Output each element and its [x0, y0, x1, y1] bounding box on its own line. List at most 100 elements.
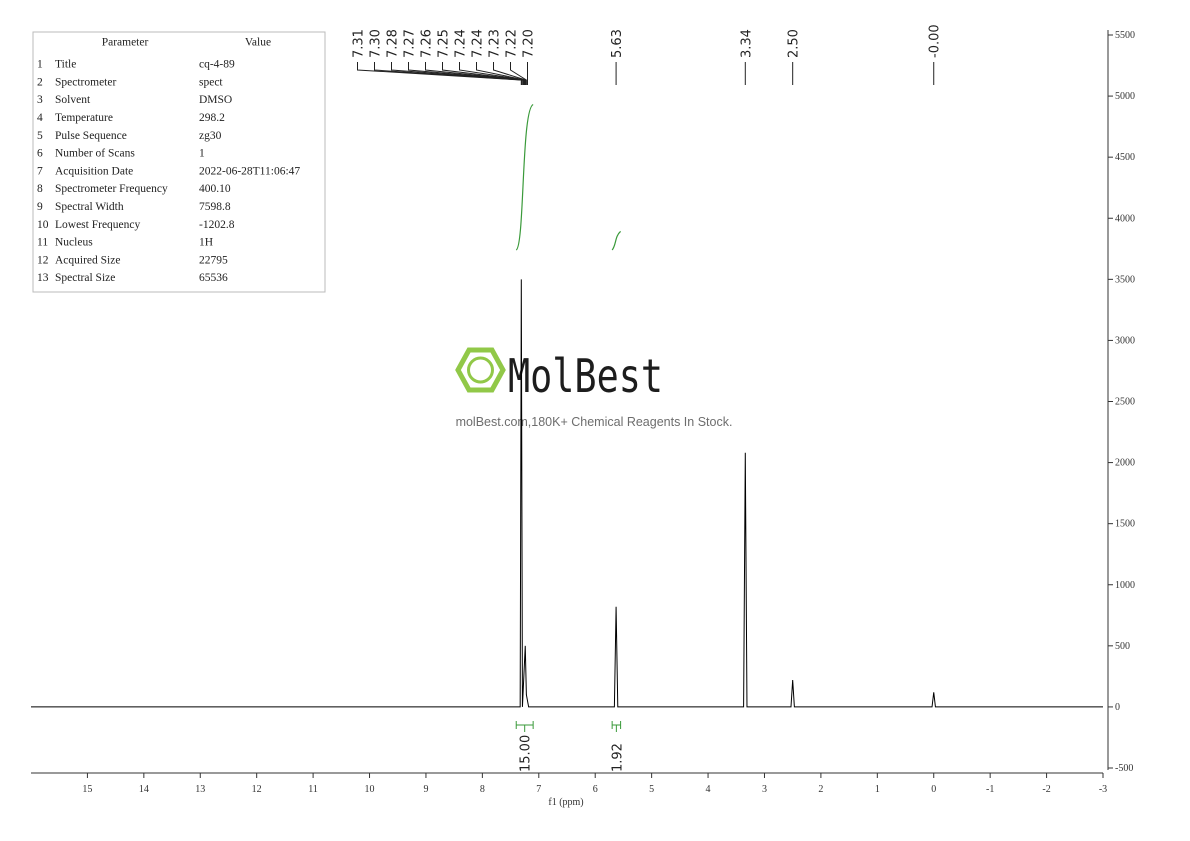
- y-tick-label: 4500: [1115, 152, 1135, 163]
- integral-curve: [611, 230, 622, 251]
- x-tick-label: 12: [252, 784, 262, 795]
- peak-label: 7.30: [369, 29, 384, 58]
- row-name: Number of Scans: [55, 148, 135, 160]
- row-value: cq-4-89: [199, 59, 235, 71]
- spectrum-line: [31, 279, 1103, 708]
- peak-label: 7.20: [522, 29, 537, 58]
- axes: f1 (ppm) 15 14 13 12 11 10 9 8 7 6 5 4 3 2 1 0 -1 -2 -3-50…: [31, 30, 1135, 808]
- row-name: Title: [55, 59, 76, 71]
- peak-connector: [493, 62, 527, 85]
- x-tick-label: 7: [536, 784, 541, 795]
- row-index: 11: [37, 237, 48, 249]
- logo-text: MolBest: [508, 349, 663, 403]
- y-tick-label: 0: [1115, 702, 1120, 713]
- y-tick-label: 3500: [1115, 274, 1135, 285]
- row-index: 5: [37, 130, 43, 142]
- row-name: Nucleus: [55, 237, 93, 249]
- row-index: 4: [37, 112, 43, 124]
- x-tick-label: 9: [423, 784, 428, 795]
- y-tick-label: 1000: [1115, 580, 1135, 591]
- logo-ring: [467, 356, 494, 384]
- peak-connector: [357, 62, 522, 85]
- peak-label: 7.23: [488, 29, 503, 58]
- row-value: 65536: [199, 272, 228, 284]
- integral-label: 1.92: [610, 743, 625, 772]
- peak-connector: [425, 62, 525, 85]
- row-name: Spectrometer Frequency: [55, 183, 168, 195]
- y-tick-label: 3000: [1115, 335, 1135, 346]
- row-value: 2022-06-28T11:06:47: [199, 165, 300, 177]
- parameter-table: Parameter Value 1 Title cq-4-89 2 Spectromet…: [37, 37, 300, 285]
- peak-connector: [391, 62, 524, 85]
- row-value: 1: [199, 148, 205, 160]
- y-tick-label: 2000: [1115, 458, 1135, 469]
- peak-label: 7.26: [420, 29, 435, 58]
- logo-hexagon: [455, 347, 506, 393]
- y-tick-label: 1500: [1115, 519, 1135, 530]
- x-tick-label: 8: [480, 784, 485, 795]
- x-tick-label: 6: [593, 784, 598, 795]
- peak-label: 7.24: [454, 29, 469, 58]
- peak-label: 7.25: [437, 29, 452, 58]
- row-index: 1: [37, 59, 43, 71]
- peak-connector: [408, 62, 525, 85]
- parameter-table-frame: [32, 31, 326, 293]
- row-name: Spectral Size: [55, 272, 115, 284]
- x-tick-label: 11: [308, 784, 318, 795]
- row-index: 7: [37, 165, 43, 177]
- x-tick-label: 4: [706, 784, 711, 795]
- peak-label: 7.27: [403, 29, 418, 58]
- watermark: MolBest molBest.com,180K+ Chemical Reage…: [455, 347, 733, 429]
- peak-connector: [510, 62, 527, 85]
- x-axis-label: f1 (ppm): [548, 797, 583, 808]
- y-tick-label: 2500: [1115, 397, 1135, 408]
- x-tick-label: -2: [1042, 784, 1050, 795]
- integral-bracket: [611, 721, 622, 732]
- row-index: 12: [37, 254, 49, 266]
- peak-connector: [442, 62, 526, 85]
- watermark-text: molBest.com,180K+ Chemical Reagents In S…: [456, 415, 733, 429]
- row-value: 22795: [199, 254, 228, 266]
- y-tick-label: 500: [1115, 641, 1130, 652]
- row-index: 6: [37, 148, 43, 160]
- x-tick-label: 10: [365, 784, 375, 795]
- peak-label: 7.22: [505, 29, 520, 58]
- x-tick-label: 15: [82, 784, 92, 795]
- table-header: Value: [245, 37, 271, 49]
- row-name: Spectral Width: [55, 201, 124, 213]
- row-index: 2: [37, 76, 43, 88]
- integral-curve: [515, 103, 534, 251]
- y-tick-label: 5500: [1115, 30, 1135, 41]
- row-name: Acquisition Date: [55, 165, 133, 177]
- x-tick-label: -1: [986, 784, 994, 795]
- x-tick-label: 3: [762, 784, 767, 795]
- y-tick-label: 4000: [1115, 213, 1135, 224]
- y-tick-label: -500: [1115, 763, 1133, 774]
- row-name: Solvent: [55, 94, 91, 106]
- row-value: 400.10: [199, 183, 231, 195]
- peak-connector: [476, 62, 526, 85]
- table-header: Parameter: [102, 37, 149, 49]
- row-name: Acquired Size: [55, 254, 120, 266]
- x-tick-label: 13: [195, 784, 205, 795]
- row-value: DMSO: [199, 94, 232, 106]
- integral-label: 15.00: [519, 735, 534, 772]
- peak-label: 2.50: [787, 29, 802, 58]
- x-tick-label: 5: [649, 784, 654, 795]
- row-value: 298.2: [199, 112, 225, 124]
- x-tick-label: 0: [931, 784, 936, 795]
- row-index: 9: [37, 201, 43, 213]
- row-index: 3: [37, 94, 43, 106]
- row-value: -1202.8: [199, 219, 235, 231]
- integral-bracket: [515, 721, 534, 732]
- peak-label: -0.00: [928, 24, 943, 58]
- row-value: 7598.8: [199, 201, 231, 213]
- peak-connector: [374, 62, 523, 85]
- row-name: Temperature: [55, 112, 113, 124]
- y-tick-label: 5000: [1115, 91, 1135, 102]
- x-tick-label: -3: [1099, 784, 1107, 795]
- row-value: 1H: [199, 237, 213, 249]
- row-name: Lowest Frequency: [55, 219, 141, 231]
- peak-label: 3.34: [739, 29, 754, 58]
